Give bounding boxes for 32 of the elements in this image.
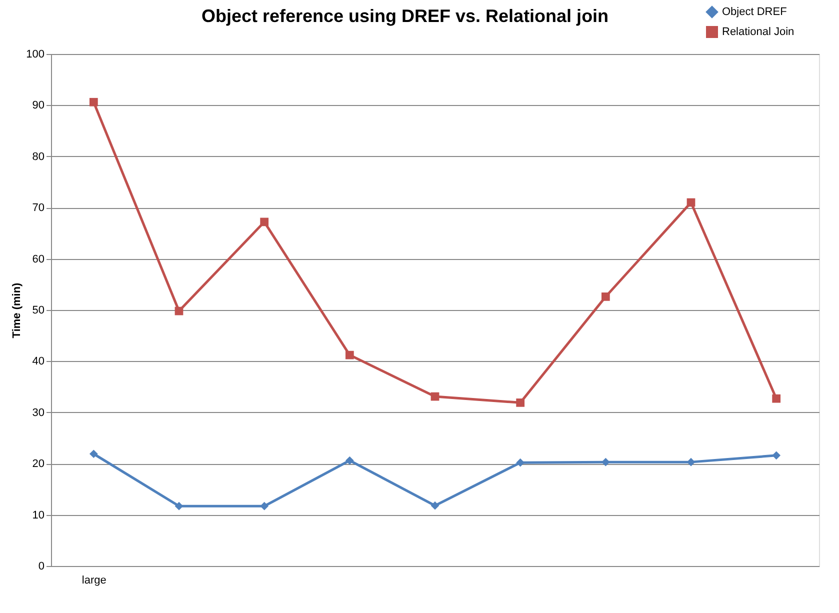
x-tick-label: large (82, 574, 106, 586)
point (89, 450, 98, 458)
y-tick-label: 60 (32, 253, 44, 266)
point (516, 398, 525, 407)
point (686, 198, 696, 207)
point (345, 350, 354, 360)
point (89, 98, 98, 106)
y-tick-label: 40 (32, 356, 44, 368)
point (174, 306, 184, 316)
y-tick-label: 80 (32, 150, 44, 163)
y-tick-label: 20 (32, 458, 44, 470)
y-tick-label: 0 (38, 560, 44, 572)
y-tick-label: 50 (32, 304, 44, 316)
point (601, 292, 610, 301)
point (174, 502, 184, 510)
point (260, 502, 269, 510)
y-tick-label: 10 (32, 509, 44, 522)
point (686, 458, 696, 466)
y-tick-label: 90 (32, 100, 44, 112)
y-tick-label: 100 (26, 48, 44, 60)
point (772, 394, 781, 403)
legend-label: Object DREF (722, 6, 788, 18)
y-tick-label: 30 (32, 406, 44, 419)
y-axis-title: Time (min) (11, 282, 24, 338)
y-tick-label: 70 (32, 202, 44, 214)
point (345, 456, 354, 465)
point (772, 451, 781, 460)
legend-label: Relational Join (722, 26, 794, 38)
chart-title: Object reference using DREF vs. Relational join (201, 6, 609, 26)
point (430, 501, 440, 510)
point (430, 392, 440, 401)
point (260, 218, 269, 226)
